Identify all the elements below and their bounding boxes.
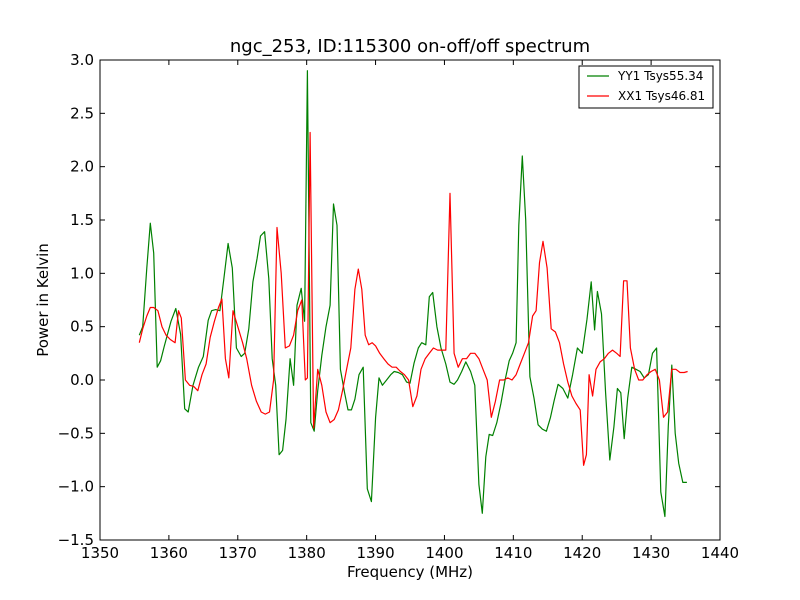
- y-tick-label: −0.5: [58, 424, 94, 442]
- y-tick-label: 2.0: [70, 158, 94, 176]
- x-axis-title: Frequency (MHz): [347, 563, 473, 581]
- x-tick-label: 1420: [563, 544, 601, 562]
- plot-area: [99, 59, 721, 541]
- x-tick-label: 1380: [288, 544, 326, 562]
- y-tick-label: −1.0: [58, 478, 94, 496]
- x-tick-label: 1440: [701, 544, 739, 562]
- series-line-1: [138, 131, 688, 466]
- y-tick-label: 0.5: [70, 318, 94, 336]
- y-tick-label: 1.0: [70, 264, 94, 282]
- legend-label-yy1: YY1 Tsys55.34: [617, 69, 703, 83]
- y-tick-label: 1.5: [70, 211, 94, 229]
- y-tick-label: 0.0: [70, 371, 94, 389]
- x-tick-label: 1390: [356, 544, 394, 562]
- x-tick-label: 1370: [219, 544, 257, 562]
- chart-title: ngc_253, ID:115300 on-off/off spectrum: [230, 36, 590, 57]
- axis-ticks: 1350 1360 1370 1380 1390 1400 1410 1420 1430 1440…: [58, 51, 740, 562]
- x-tick-label: 1350: [81, 544, 119, 562]
- x-tick-label: 1430: [632, 544, 670, 562]
- y-tick-label: 3.0: [70, 51, 94, 69]
- y-axis-title: Power in Kelvin: [34, 243, 52, 357]
- legend: YY1 Tsys55.34 XX1 Tsys46.81: [578, 65, 714, 109]
- x-tick-label: 1410: [494, 544, 532, 562]
- series-line-0: [138, 70, 687, 518]
- legend-box: [578, 65, 714, 109]
- x-tick-label: 1360: [150, 544, 188, 562]
- y-tick-label: −1.5: [58, 531, 94, 549]
- y-tick-label: 2.5: [70, 104, 94, 122]
- legend-label-xx1: XX1 Tsys46.81: [618, 89, 705, 103]
- x-tick-label: 1400: [425, 544, 463, 562]
